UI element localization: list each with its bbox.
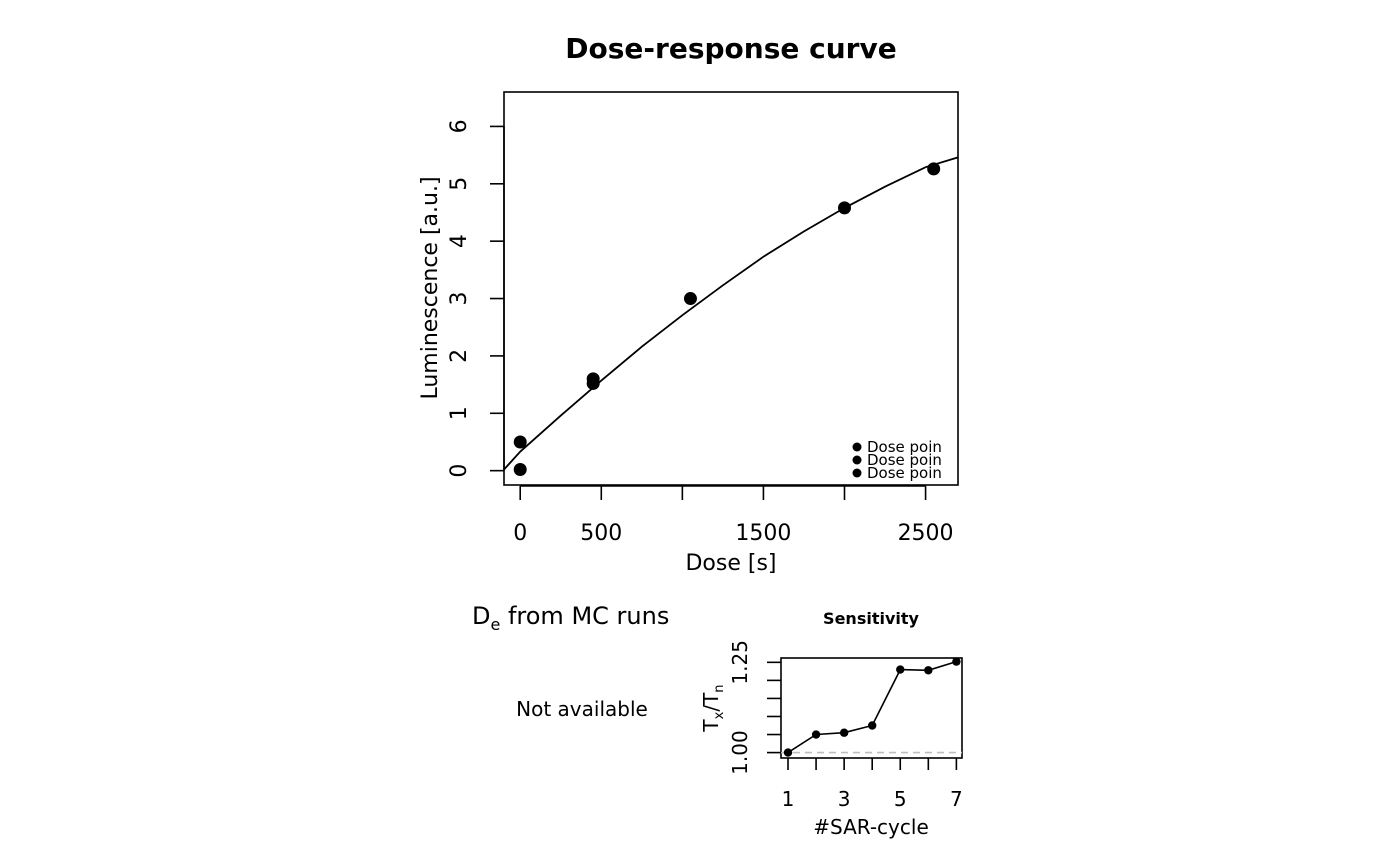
sensitivity-point — [924, 666, 933, 675]
dose-point — [513, 463, 527, 477]
sensitivity-x-label: #SAR-cycle — [813, 815, 929, 839]
dose-x-tick-label: 2500 — [898, 521, 954, 546]
sensitivity-x-axis: 1 3 5 7 — [782, 758, 963, 811]
legend-label: Dose poin — [867, 451, 942, 469]
dose-response-fit-curve — [503, 156, 959, 471]
sensitivity-points — [783, 657, 961, 757]
dose-point — [927, 162, 941, 176]
dose-y-tick-label: 2 — [447, 349, 472, 363]
legend-marker — [852, 468, 862, 478]
legend-marker — [852, 455, 862, 465]
sensitivity-point — [839, 728, 849, 737]
sensitivity-y-tick-label: 1.00 — [728, 730, 752, 775]
legend-label: Dose poin — [867, 438, 942, 456]
dose-y-tick-label: 5 — [447, 177, 472, 191]
sensitivity-point — [896, 665, 905, 674]
dose-response-frame — [503, 91, 959, 486]
dose-point — [586, 376, 600, 390]
dose-point — [513, 435, 527, 449]
dose-y-tick-label: 4 — [447, 234, 472, 248]
dose-x-tick-label: 500 — [580, 521, 622, 546]
de-mc-panel: De from MC runs Not available — [472, 602, 669, 721]
de-mc-title: De from MC runs — [472, 602, 669, 634]
sensitivity-x-tick-label: 3 — [838, 787, 851, 811]
sensitivity-y-tick-label: 1.25 — [728, 640, 752, 685]
dose-response-x-label: Dose [s] — [685, 551, 776, 576]
dose-point — [838, 201, 851, 215]
dose-x-tick-label: 0 — [513, 521, 527, 546]
dose-response-title: Dose-response curve — [565, 32, 896, 65]
legend-label: Dose poin — [867, 464, 942, 482]
dose-response-panel: Dose-response curve 0 500 1500 2500 0 1 2 3 4 5 6… — [418, 32, 959, 576]
sensitivity-y-axis: 1.00 1.25 — [728, 640, 781, 775]
dose-response-y-axis: 0 1 2 3 4 5 6 — [447, 119, 505, 478]
dose-y-tick-label: 6 — [447, 119, 472, 133]
dose-y-tick-label: 0 — [447, 464, 472, 478]
dose-response-x-axis: 0 500 1500 2500 — [513, 485, 954, 546]
dose-x-tick-label: 1500 — [735, 521, 791, 546]
sensitivity-point — [811, 730, 821, 739]
dose-response-points — [513, 162, 941, 477]
sensitivity-point — [952, 657, 961, 666]
dose-response-y-label: Luminescence [a.u.] — [418, 176, 443, 399]
de-mc-message: Not available — [516, 697, 648, 721]
sensitivity-x-tick-label: 7 — [950, 787, 963, 811]
sensitivity-series-line — [787, 660, 957, 754]
sensitivity-y-label: Tx/Tn — [699, 684, 727, 732]
sensitivity-point — [783, 748, 793, 757]
sensitivity-x-tick-label: 1 — [782, 787, 795, 811]
dose-y-tick-label: 3 — [447, 292, 472, 306]
sensitivity-frame — [780, 657, 963, 759]
sensitivity-x-tick-label: 5 — [894, 787, 907, 811]
sensitivity-point — [868, 721, 877, 730]
sensitivity-panel: Sensitivity 1 3 5 7 1.00 1.25 #SAR-cycle Tx/… — [699, 609, 963, 839]
dose-point — [683, 292, 697, 306]
sensitivity-title: Sensitivity — [823, 609, 919, 628]
dose-y-tick-label: 1 — [447, 406, 472, 420]
legend-marker — [852, 442, 862, 452]
